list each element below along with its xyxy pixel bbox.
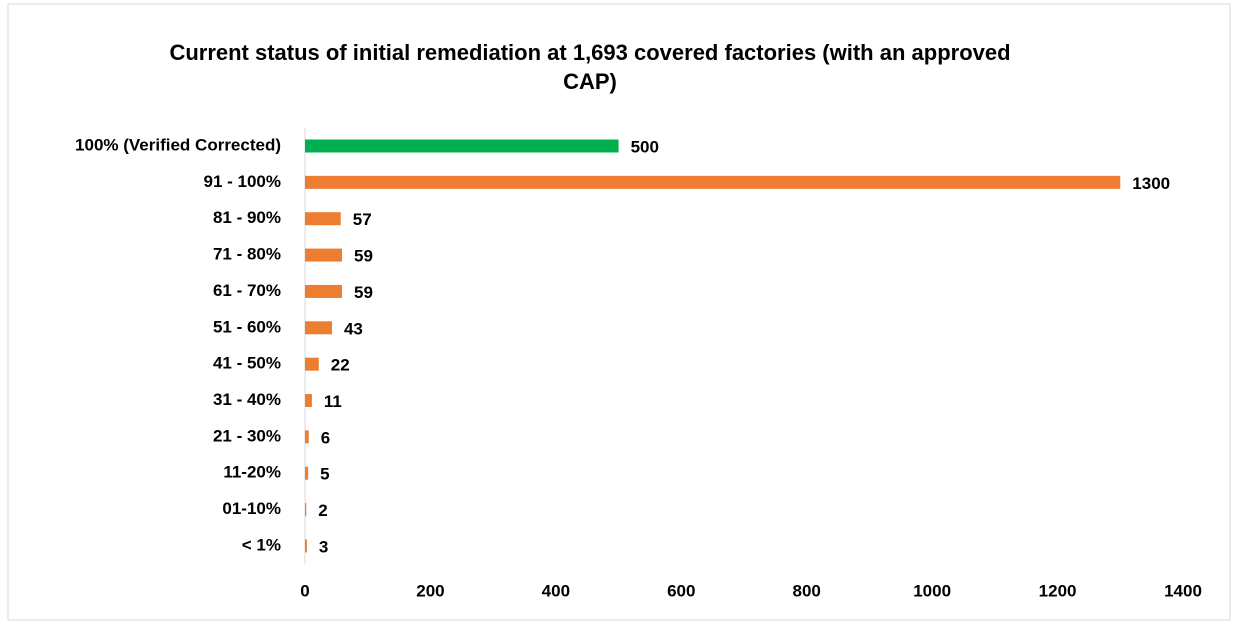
bar <box>305 212 341 226</box>
y-tick-label: 11-20% <box>223 463 281 482</box>
bar <box>305 248 343 262</box>
bar <box>305 466 309 480</box>
bar <box>305 357 319 371</box>
x-tick-label: 1000 <box>913 581 951 600</box>
y-tick-label: 100% (Verified Corrected) <box>75 135 281 154</box>
bar <box>305 321 332 335</box>
y-tick-label: 61 - 70% <box>213 281 281 300</box>
x-tick-label: 1400 <box>1164 581 1202 600</box>
y-tick-label: 71 - 80% <box>213 245 281 264</box>
bar <box>305 175 1121 189</box>
data-label: 11 <box>324 392 342 411</box>
x-tick-label: 800 <box>793 581 821 600</box>
chart-frame <box>7 3 1231 621</box>
x-tick-label: 1200 <box>1039 581 1077 600</box>
data-label: 2 <box>318 501 327 520</box>
y-tick-label: < 1% <box>242 535 281 554</box>
data-label: 59 <box>354 283 373 302</box>
x-tick-label: 200 <box>416 581 444 600</box>
data-label: 3 <box>319 537 328 556</box>
x-tick-label: 400 <box>542 581 570 600</box>
y-tick-label: 21 - 30% <box>213 426 281 445</box>
y-tick-label: 01-10% <box>222 499 281 518</box>
y-tick-label: 31 - 40% <box>213 390 281 409</box>
y-tick-label: 91 - 100% <box>204 172 282 191</box>
x-tick-label: 600 <box>667 581 695 600</box>
y-tick-label: 41 - 50% <box>213 354 281 373</box>
bar <box>305 539 307 553</box>
bar <box>305 284 343 298</box>
bar <box>305 430 309 444</box>
data-label: 57 <box>353 210 372 229</box>
data-label: 5 <box>320 465 329 484</box>
bar <box>305 503 307 517</box>
x-tick-label: 0 <box>300 581 309 600</box>
y-tick-label: 81 - 90% <box>213 208 281 227</box>
bar <box>305 394 312 408</box>
y-tick-label: 51 - 60% <box>213 317 281 336</box>
data-label: 1300 <box>1132 174 1170 193</box>
data-label: 59 <box>354 247 373 266</box>
data-label: 22 <box>331 356 350 375</box>
chart-title: Current status of initial remediation at… <box>169 40 1011 94</box>
data-label: 6 <box>321 428 330 447</box>
data-label: 43 <box>344 319 363 338</box>
data-label: 500 <box>631 137 659 156</box>
bar <box>305 139 619 153</box>
